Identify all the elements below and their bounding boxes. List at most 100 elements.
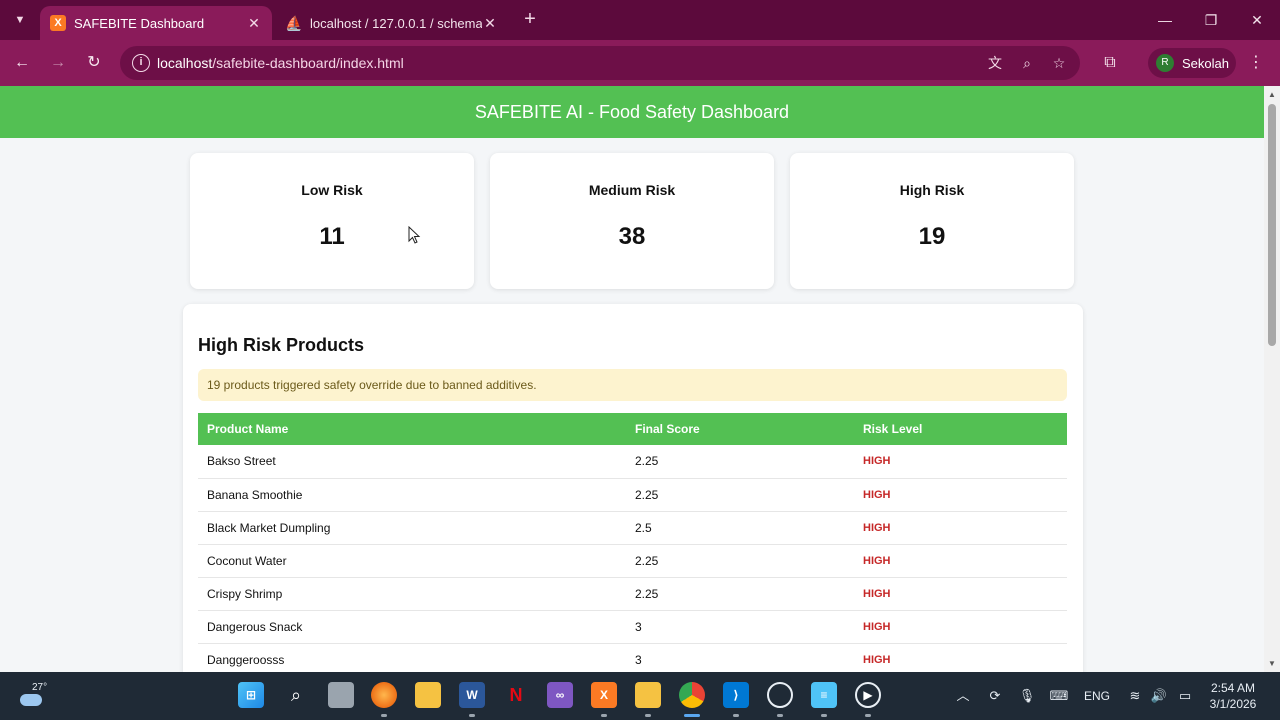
new-tab-button[interactable]: + [524, 8, 536, 30]
risk-level: HIGH [863, 521, 891, 534]
clock-date: 3/1/2026 [1209, 697, 1257, 711]
obs-icon[interactable] [767, 682, 793, 708]
reload-icon[interactable]: ↻ [87, 54, 101, 71]
translate-icon[interactable]: 文 [988, 55, 1002, 71]
browser-menu-icon[interactable]: ⋮ [1248, 54, 1264, 71]
final-score: 2.25 [635, 553, 659, 568]
folder-icon[interactable] [635, 682, 661, 708]
url-text[interactable]: localhost/safebite-dashboard/index.html [157, 55, 404, 71]
visual-studio-icon[interactable]: ∞ [547, 682, 573, 708]
product-name: Crispy Shrimp [207, 586, 283, 601]
site-info-icon[interactable]: i [132, 54, 150, 72]
browser-tab-strip: ▼ X SAFEBITE Dashboard ✕ ⛵ localhost / 1… [0, 0, 1280, 40]
language-indicator[interactable]: ENG [1083, 689, 1110, 703]
windows-start-icon[interactable]: ⊞ [238, 682, 264, 708]
sync-icon[interactable]: ⟳ [989, 688, 1001, 703]
table-row: Bakso Street 2.25 HIGH [198, 445, 1067, 478]
override-alert: 19 products triggered safety override du… [198, 369, 1067, 401]
chevron-up-icon[interactable]: ︿ [956, 688, 970, 703]
page-scrollbar[interactable]: ▲ ▼ [1264, 86, 1280, 672]
avatar: R [1156, 54, 1174, 72]
browser-toolbar: ← → ↻ i localhost/safebite-dashboard/ind… [0, 40, 1280, 86]
tab-phpmyadmin[interactable]: ⛵ localhost / 127.0.0.1 / schema / ✕ [276, 6, 508, 40]
restore-icon[interactable]: ❐ [1204, 12, 1218, 28]
close-tab-icon[interactable]: ✕ [484, 14, 496, 31]
tab-title: localhost / 127.0.0.1 / schema / [310, 15, 482, 31]
volume-icon[interactable]: 🔊 [1150, 688, 1168, 703]
card-count: 19 [918, 223, 946, 250]
scrollbar-thumb[interactable] [1268, 104, 1276, 346]
risk-level: HIGH [863, 455, 891, 468]
scroll-down-arrow-icon[interactable]: ▼ [1268, 659, 1276, 668]
task-view-icon[interactable] [328, 682, 354, 708]
weather-widget[interactable]: 27° [18, 680, 52, 714]
keyboard-icon[interactable]: ⌨ [1049, 688, 1069, 703]
running-indicator [865, 714, 871, 717]
high-risk-products-panel: High Risk Products 19 products triggered… [183, 304, 1083, 672]
search-icon[interactable]: ⌕ [290, 684, 302, 705]
risk-level: HIGH [863, 620, 891, 633]
battery-icon[interactable]: ▭ [1178, 688, 1192, 703]
tab-search-chevron-icon[interactable]: ▼ [14, 14, 26, 26]
profile-button[interactable]: R Sekolah [1148, 48, 1236, 78]
table-row: Crispy Shrimp 2.25 HIGH [198, 577, 1067, 610]
extensions-puzzle-icon[interactable]: ⧉ [1104, 54, 1116, 71]
running-indicator [469, 714, 475, 717]
final-score: 2.25 [635, 454, 659, 469]
profile-name: Sekolah [1182, 55, 1229, 71]
final-score: 2.25 [635, 487, 659, 502]
column-header-final-score: Final Score [635, 422, 700, 436]
final-score: 3 [635, 619, 642, 634]
running-indicator [601, 714, 607, 717]
product-name: Bakso Street [207, 454, 276, 469]
section-title: High Risk Products [198, 335, 365, 355]
phpmyadmin-icon: ⛵ [285, 14, 303, 31]
card-count: 38 [618, 223, 646, 250]
notepad-icon[interactable]: ≡ [811, 682, 837, 708]
firefox-icon[interactable] [371, 682, 397, 708]
page-title: SAFEBITE AI - Food Safety Dashboard [0, 86, 1264, 138]
wifi-icon[interactable]: ≋ [1129, 688, 1141, 703]
netflix-icon[interactable]: N [509, 684, 523, 705]
xampp-icon[interactable]: X [591, 682, 617, 708]
chrome-icon[interactable] [679, 682, 705, 708]
mouse-pointer-icon [408, 226, 421, 244]
tab-safebite-dashboard[interactable]: X SAFEBITE Dashboard ✕ [40, 6, 272, 40]
running-indicator [733, 714, 739, 717]
word-icon[interactable]: W [459, 682, 485, 708]
system-clock[interactable]: 2:54 AM 3/1/2026 [1196, 680, 1270, 712]
card-label: Low Risk [301, 182, 363, 198]
risk-level: HIGH [863, 587, 891, 600]
back-arrow-icon[interactable]: ← [14, 54, 30, 71]
column-header-product-name: Product Name [207, 422, 289, 436]
microphone-icon[interactable]: 🎙 [1018, 688, 1036, 703]
vscode-icon[interactable]: ⟩ [723, 682, 749, 708]
final-score: 2.25 [635, 586, 659, 601]
product-name: Dangerous Snack [207, 619, 303, 634]
card-count: 11 [319, 223, 345, 250]
final-score: 3 [635, 652, 642, 667]
card-label: High Risk [899, 182, 965, 198]
zoom-icon[interactable]: ⌕ [1023, 55, 1031, 71]
table-row: Danggeroosss 3 HIGH [198, 643, 1067, 672]
minimize-icon[interactable]: — [1158, 12, 1172, 28]
product-name: Banana Smoothie [207, 487, 303, 502]
table-row: Banana Smoothie 2.25 HIGH [198, 478, 1067, 511]
media-player-icon[interactable]: ▶ [855, 682, 881, 708]
high-risk-table: Product Name Final Score Risk Level Baks… [198, 413, 1067, 672]
close-window-icon[interactable]: ✕ [1251, 12, 1263, 28]
running-indicator [381, 714, 387, 717]
table-row: Coconut Water 2.25 HIGH [198, 544, 1067, 577]
weather-temperature: 27° [32, 682, 48, 693]
close-tab-icon[interactable]: ✕ [248, 14, 260, 31]
forward-arrow-icon[interactable]: → [50, 54, 66, 71]
bookmark-star-icon[interactable]: ☆ [1052, 55, 1066, 71]
file-explorer-icon[interactable] [415, 682, 441, 708]
address-bar[interactable]: i localhost/safebite-dashboard/index.htm… [120, 46, 1080, 80]
clock-time: 2:54 AM [1210, 681, 1256, 695]
scroll-up-arrow-icon[interactable]: ▲ [1268, 90, 1276, 99]
product-name: Black Market Dumpling [207, 520, 331, 535]
card-label: Medium Risk [588, 182, 676, 198]
high-risk-card: High Risk 19 [790, 153, 1074, 289]
low-risk-card: Low Risk 11 [190, 153, 474, 289]
